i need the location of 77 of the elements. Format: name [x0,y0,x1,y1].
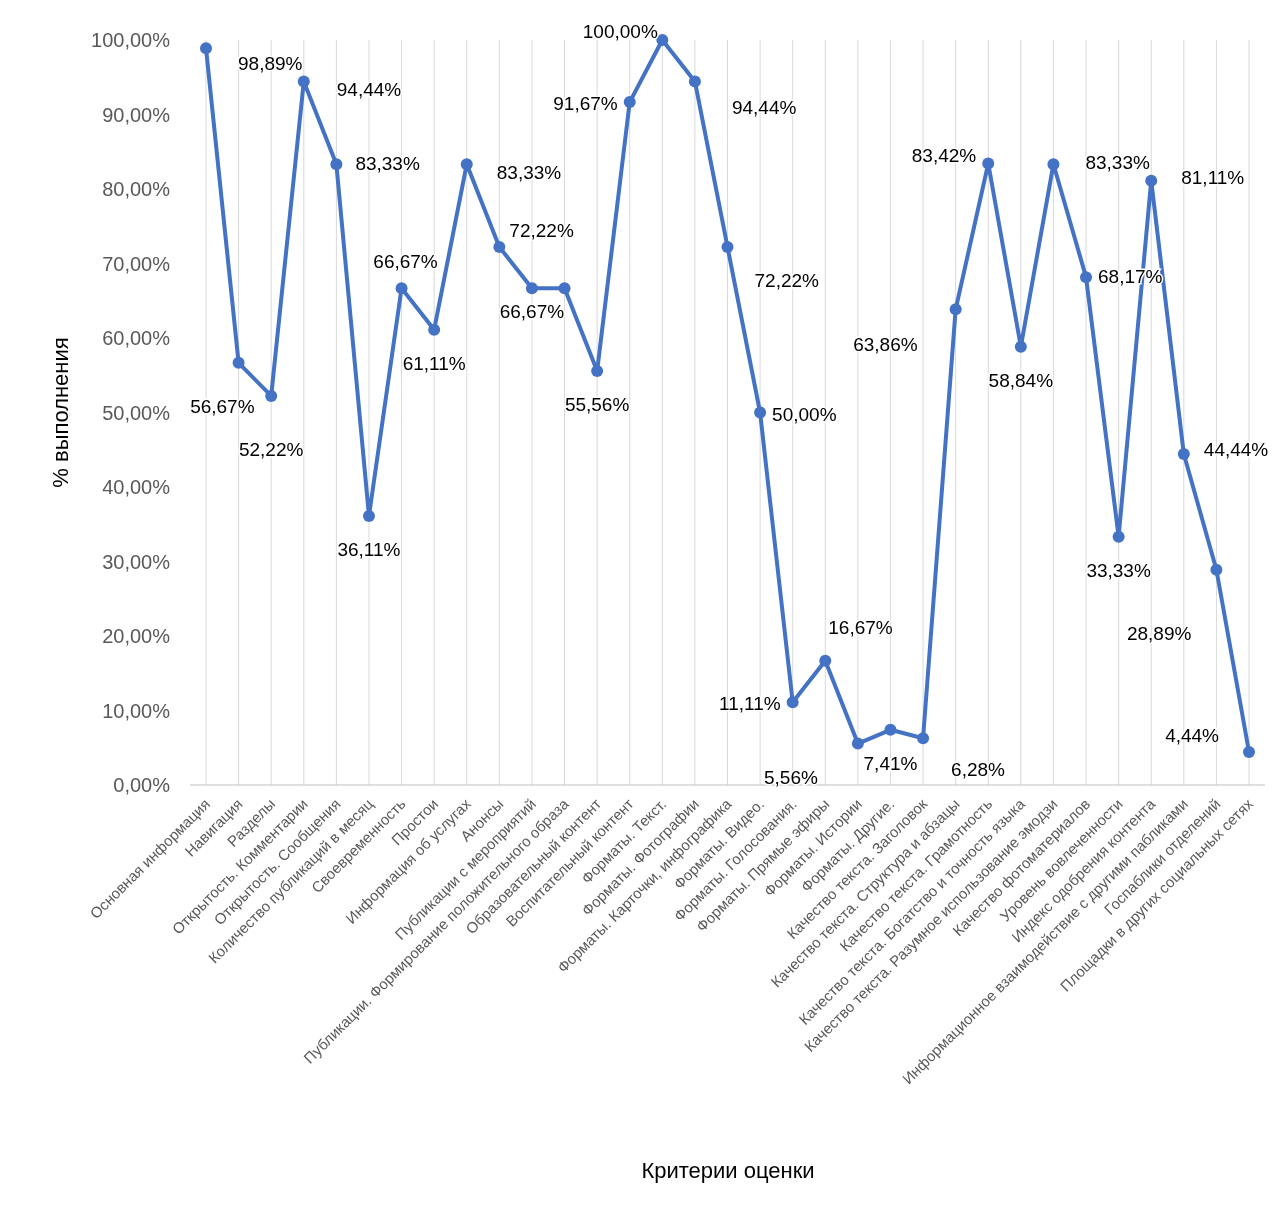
data-label: 55,56% [564,394,630,416]
point [493,240,506,253]
point [1177,447,1190,460]
data-label: 98,89% [238,53,303,75]
point [558,282,571,295]
point [721,240,734,253]
point [623,96,636,109]
y-tick-label: 100,00% [91,29,171,51]
point [1210,563,1223,576]
data-label: 83,33% [496,162,562,184]
point [1145,174,1158,187]
data-label: 50,00% [772,403,837,425]
point [851,737,864,750]
point [460,158,473,171]
y-tick-label: 70,00% [102,252,171,275]
point [1112,530,1125,543]
data-label: 6,28% [951,759,1006,781]
x-axis-title: Критерии оценки [641,1158,815,1183]
data-label: 83,42% [911,144,977,166]
point [591,365,604,378]
data-label: 16,67% [828,616,893,638]
data-label: 83,33% [355,153,420,175]
y-tick-label: 40,00% [102,476,171,498]
point [1080,271,1093,284]
point [688,75,701,88]
point [786,696,799,709]
data-label: 94,44% [731,97,797,119]
point [949,303,962,316]
y-tick-label: 30,00% [102,550,171,573]
y-tick-label: 50,00% [102,401,171,424]
y-tick-label: 20,00% [102,625,171,647]
data-label: 61,11% [402,352,466,374]
data-label: 36,11% [337,538,401,560]
data-label: 83,33% [1085,152,1150,174]
data-label: 56,67% [190,395,255,417]
data-label: 28,89% [1126,622,1192,644]
data-label: 5,56% [764,766,818,788]
y-tick-label: 80,00% [102,178,171,200]
data-label: 81,11% [1181,166,1245,188]
data-label: 94,44% [336,79,402,101]
point [982,157,995,170]
data-label: 58,84% [988,369,1054,391]
data-label: 33,33% [1086,559,1151,581]
data-label: 52,22% [238,438,304,460]
data-label: 4,44% [1165,724,1220,746]
point [232,356,245,369]
point [819,654,832,667]
point [330,158,343,171]
y-tick-label: 60,00% [102,327,171,349]
data-label: 100,00% [582,21,658,42]
point [754,406,767,419]
point [395,282,408,295]
data-label: 7,41% [863,752,918,774]
point [1243,745,1255,758]
data-label: 91,67% [553,93,618,115]
point [362,509,375,522]
point [884,723,897,736]
point [656,34,669,46]
data-label: 44,44% [1203,438,1269,460]
point [297,75,310,88]
data-label: 72,22% [754,269,820,291]
data-label: 11,11% [719,693,781,715]
y-tick-label: 0,00% [113,774,171,796]
data-label: 66,67% [499,301,565,323]
y-tick-label: 10,00% [102,699,171,722]
point [200,42,212,55]
y-axis-title: % выполнения [48,337,73,488]
data-label: 63,86% [853,334,918,356]
point [428,323,441,336]
point [917,732,930,745]
y-tick-label: 90,00% [102,103,171,126]
point [1047,158,1060,171]
point [1014,340,1027,353]
data-label: 72,22% [509,219,574,241]
point [265,389,278,402]
data-label: 66,67% [373,251,438,273]
point [525,282,538,295]
